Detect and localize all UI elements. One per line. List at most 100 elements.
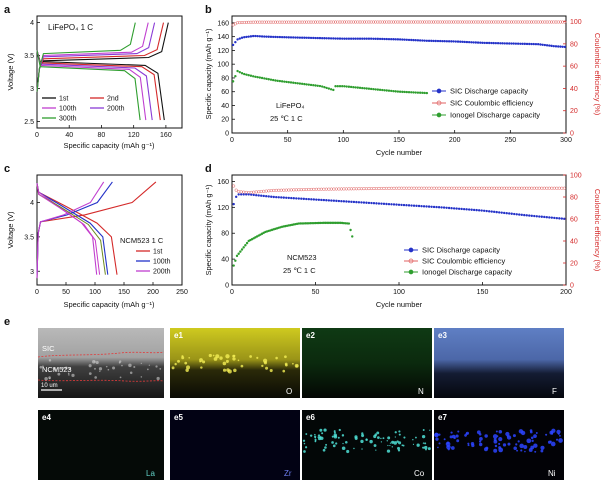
sic-capacity-point-b: [338, 37, 342, 40]
panel-d-y-axis: 0 40 80 120 160: [217, 179, 235, 290]
y-tick-label: 80: [221, 75, 229, 82]
ce-point-d: [535, 186, 539, 190]
map-e4-la: [38, 410, 164, 480]
sic-capacity-point-b: [320, 36, 324, 40]
map-e3-f: [434, 328, 564, 398]
sic-capacity-point-b: [392, 38, 395, 41]
map-particle: [397, 446, 401, 450]
ionogel-capacity-point-b: [412, 91, 415, 94]
y-tick-label: 120: [217, 48, 229, 55]
map-particle: [513, 446, 517, 451]
ionogel-capacity-point-d: [242, 246, 245, 249]
sic-capacity-point-b: [247, 35, 250, 38]
map-particle: [317, 434, 321, 437]
map-particle: [520, 449, 523, 452]
sic-capacity-point-d: [337, 199, 341, 203]
map-particle: [535, 431, 538, 434]
sic-capacity-point-d: [375, 202, 378, 205]
ionogel-capacity-point-d: [240, 248, 244, 251]
sic-capacity-point-d: [518, 213, 521, 216]
sic-capacity-point-b: [274, 35, 277, 39]
ce-point-b: [516, 20, 520, 24]
panel-d-condition: 25 ℃ 1 C: [283, 266, 316, 275]
x-tick-label: 120: [128, 132, 140, 139]
ce-point-b: [485, 20, 489, 24]
map-particle: [88, 364, 92, 368]
ionogel-capacity-point-b: [251, 75, 255, 78]
map-particle: [422, 429, 425, 432]
map-particle: [346, 449, 350, 454]
ionogel-capacity-point-b: [418, 91, 422, 94]
ionogel-capacity-point-b: [354, 86, 357, 89]
map-particle: [558, 438, 563, 443]
map-particle: [95, 360, 99, 365]
sic-capacity-point-d: [503, 211, 506, 215]
map-particle: [341, 446, 346, 451]
map-particle: [447, 448, 450, 451]
map-e7-particles: [434, 428, 563, 453]
y2-tick-label: 40: [570, 86, 578, 93]
ce-point-d: [332, 187, 336, 191]
sic-capacity-point-b: [254, 34, 257, 38]
sic-capacity-point-d: [350, 200, 353, 204]
sic-capacity-point-d: [477, 209, 481, 212]
sic-capacity-point-b: [283, 36, 286, 39]
legend-label-a: 200th: [107, 106, 125, 113]
map-particle: [496, 435, 499, 438]
sic-capacity-point-d: [382, 202, 386, 206]
ce-point-d: [555, 186, 559, 190]
ionogel-capacity-point-b: [249, 74, 253, 77]
ce-point-b: [376, 20, 380, 24]
map-particle: [478, 440, 482, 443]
map-particle: [314, 438, 317, 441]
map-e1-id: e1: [174, 331, 183, 340]
sic-capacity-point-d: [445, 206, 448, 210]
map-particle: [443, 438, 446, 441]
ionogel-capacity-point-d: [315, 221, 319, 225]
ce-point-b: [329, 20, 333, 24]
map-particle: [324, 446, 327, 449]
ionogel-capacity-point-d: [327, 221, 331, 225]
sic-capacity-point-d: [242, 193, 245, 196]
ce-point-d: [379, 186, 384, 190]
ce-point-d: [540, 186, 544, 190]
sic-capacity-point-d: [553, 216, 556, 220]
sic-capacity-point-b: [363, 37, 366, 40]
x-tick-label: 150: [477, 289, 489, 296]
map-particle: [64, 366, 68, 370]
ce-point-d: [307, 187, 311, 192]
panel-d-ylabel: Specific capacity (mAh g⁻¹): [204, 184, 213, 276]
map-particle: [456, 439, 460, 443]
sic-capacity-point-b: [472, 41, 475, 44]
ce-point-b: [487, 20, 491, 24]
ionogel-capacity-point-b: [289, 81, 293, 84]
ce-point-d: [242, 190, 246, 194]
sic-capacity-point-b: [552, 44, 555, 48]
sic-capacity-point-d: [465, 208, 468, 211]
ce-point-b: [360, 20, 364, 24]
ce-point-b: [436, 20, 440, 24]
map-particle: [71, 373, 75, 377]
panel-b-y-axis: 0 20 40 60 80 100 120 140 160: [217, 20, 235, 138]
ce-point-d: [485, 186, 489, 190]
ionogel-capacity-point-b: [271, 78, 275, 82]
ce-point-b: [525, 20, 529, 24]
ionogel-capacity-point-b: [410, 91, 413, 94]
ionogel-capacity-point-d: [297, 222, 300, 225]
ce-point-d: [480, 186, 484, 190]
ce-point-b: [276, 20, 280, 24]
legend-label-b: SIC Discharge capacity: [450, 87, 528, 96]
ce-point-d: [237, 190, 241, 194]
ionogel-capacity-point-b: [414, 91, 417, 94]
map-particle: [331, 441, 334, 444]
map-particle: [184, 361, 188, 365]
sic-capacity-point-d: [480, 209, 483, 212]
ce-point-b: [316, 20, 320, 24]
panel-d-y2label: Coulombic efficiency (%): [593, 189, 602, 272]
sic-capacity-point-d: [498, 211, 501, 214]
ionogel-capacity-point-d: [312, 221, 316, 225]
ce-point-b: [385, 20, 389, 24]
map-particle: [394, 431, 397, 434]
ce-point-d: [274, 188, 278, 192]
ionogel-capacity-point-b: [385, 89, 388, 92]
